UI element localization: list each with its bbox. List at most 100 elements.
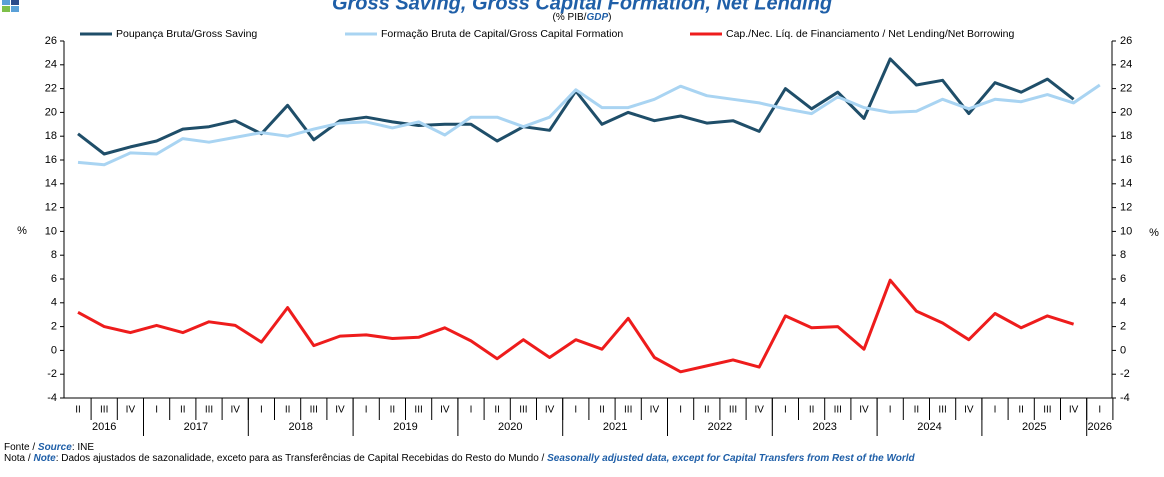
y2-tick-label: 12 — [1120, 202, 1132, 214]
y2-tick-label: 18 — [1120, 130, 1132, 142]
x-tick-label: III — [834, 405, 842, 416]
x-tick-label: III — [1043, 405, 1051, 416]
x-tick-label: IV — [545, 405, 555, 416]
y2-tick-label: 22 — [1120, 83, 1132, 95]
y2-tick-label: -4 — [1120, 392, 1130, 404]
note-part: Note — [33, 453, 56, 464]
y2-tick-label: 26 — [1120, 35, 1132, 47]
x-tick-label: II — [809, 405, 815, 416]
x-tick-label: III — [205, 405, 213, 416]
x-tick-label: I — [365, 405, 368, 416]
x-tick-label: II — [599, 405, 605, 416]
y-tick-label: 14 — [45, 178, 57, 190]
subtitle-part: GDP — [586, 12, 608, 23]
logo — [2, 0, 10, 5]
note-part: Seasonally adjusted data, except for Cap… — [547, 453, 915, 464]
y2-tick-label: 24 — [1120, 59, 1132, 71]
note-part: Nota / — [4, 453, 34, 464]
x-tick-label: III — [938, 405, 946, 416]
x-tick-label: IV — [650, 405, 660, 416]
subtitle-part: ) — [608, 12, 611, 23]
y2-tick-label: 16 — [1120, 154, 1132, 166]
subtitle-part: (% PIB/ — [553, 12, 587, 23]
x-tick-label: IV — [1069, 405, 1079, 416]
year-label: 2023 — [812, 421, 836, 433]
x-tick-label: I — [155, 405, 158, 416]
year-label: 2020 — [498, 421, 522, 433]
y-tick-label: 2 — [51, 321, 57, 333]
year-label: 2026 — [1088, 421, 1112, 433]
y2-tick-label: 14 — [1120, 178, 1132, 190]
x-tick-label: IV — [859, 405, 869, 416]
x-tick-label: I — [679, 405, 682, 416]
year-label: 2025 — [1022, 421, 1046, 433]
series-line — [77, 278, 1075, 374]
x-tick-label: III — [624, 405, 632, 416]
x-tick-label: II — [494, 405, 500, 416]
y-tick-label: 10 — [45, 225, 57, 237]
legend-label: Cap./Nec. Líq. de Financiamento / Net Le… — [726, 28, 1014, 40]
x-tick-label: II — [180, 405, 186, 416]
logo — [11, 0, 19, 5]
x-tick-label: III — [414, 405, 422, 416]
y-tick-label: 12 — [45, 202, 57, 214]
y2-tick-label: -2 — [1120, 368, 1130, 380]
x-tick-label: I — [889, 405, 892, 416]
year-label: 2016 — [92, 421, 116, 433]
y2-tick-label: 8 — [1120, 249, 1126, 261]
x-tick-label: III — [100, 405, 108, 416]
x-tick-label: I — [470, 405, 473, 416]
year-label: 2022 — [708, 421, 732, 433]
y2-tick-label: 10 — [1120, 225, 1132, 237]
y-tick-label: -2 — [47, 368, 57, 380]
x-tick-label: II — [75, 405, 81, 416]
chart-title: Gross Saving, Gross Capital Formation, N… — [332, 0, 832, 14]
x-tick-label: I — [784, 405, 787, 416]
y-tick-label: 0 — [51, 344, 57, 356]
x-tick-label: IV — [754, 405, 764, 416]
note-part: : Dados ajustados de sazonalidade, excet… — [55, 453, 548, 464]
chart: Gross Saving, Gross Capital Formation, N… — [2, 0, 1159, 436]
x-tick-label: III — [519, 405, 527, 416]
y-tick-label: 4 — [51, 297, 57, 309]
x-tick-label: II — [704, 405, 710, 416]
source-part: Source — [37, 442, 72, 453]
y-tick-label: 22 — [45, 83, 57, 95]
y-tick-label: 16 — [45, 154, 57, 166]
footer: Fonte / Source: INE Nota / Note: Dados a… — [4, 442, 1164, 464]
source-part: : INE — [71, 442, 95, 453]
logo — [2, 6, 10, 12]
y-tick-label: -4 — [47, 392, 57, 404]
year-label: 2017 — [184, 421, 208, 433]
y-tick-label: 6 — [51, 273, 57, 285]
note: Nota / Note: Dados ajustados de sazonali… — [4, 453, 1164, 464]
legend-label: Formação Bruta de Capital/Gross Capital … — [381, 28, 623, 40]
x-tick-label: II — [285, 405, 291, 416]
year-label: 2021 — [603, 421, 627, 433]
year-label: 2018 — [288, 421, 312, 433]
x-tick-label: I — [1098, 405, 1101, 416]
year-label: 2024 — [917, 421, 941, 433]
legend-label: Poupança Bruta/Gross Saving — [116, 28, 257, 40]
series-line — [77, 83, 1101, 167]
y2-axis-label: % — [1149, 227, 1159, 239]
y-axis-label: % — [17, 225, 27, 237]
y-tick-label: 24 — [45, 59, 57, 71]
x-tick-label: II — [914, 405, 920, 416]
x-tick-label: IV — [335, 405, 345, 416]
logo — [11, 6, 19, 12]
x-tick-label: III — [729, 405, 737, 416]
x-tick-label: I — [260, 405, 263, 416]
y-tick-label: 8 — [51, 249, 57, 261]
x-tick-label: IV — [230, 405, 240, 416]
x-tick-label: II — [390, 405, 396, 416]
y2-tick-label: 6 — [1120, 273, 1126, 285]
x-tick-label: III — [310, 405, 318, 416]
y-tick-label: 26 — [45, 35, 57, 47]
x-tick-label: II — [1018, 405, 1024, 416]
x-tick-label: IV — [126, 405, 136, 416]
x-tick-label: IV — [440, 405, 450, 416]
y-tick-label: 20 — [45, 106, 57, 118]
x-tick-label: I — [574, 405, 577, 416]
